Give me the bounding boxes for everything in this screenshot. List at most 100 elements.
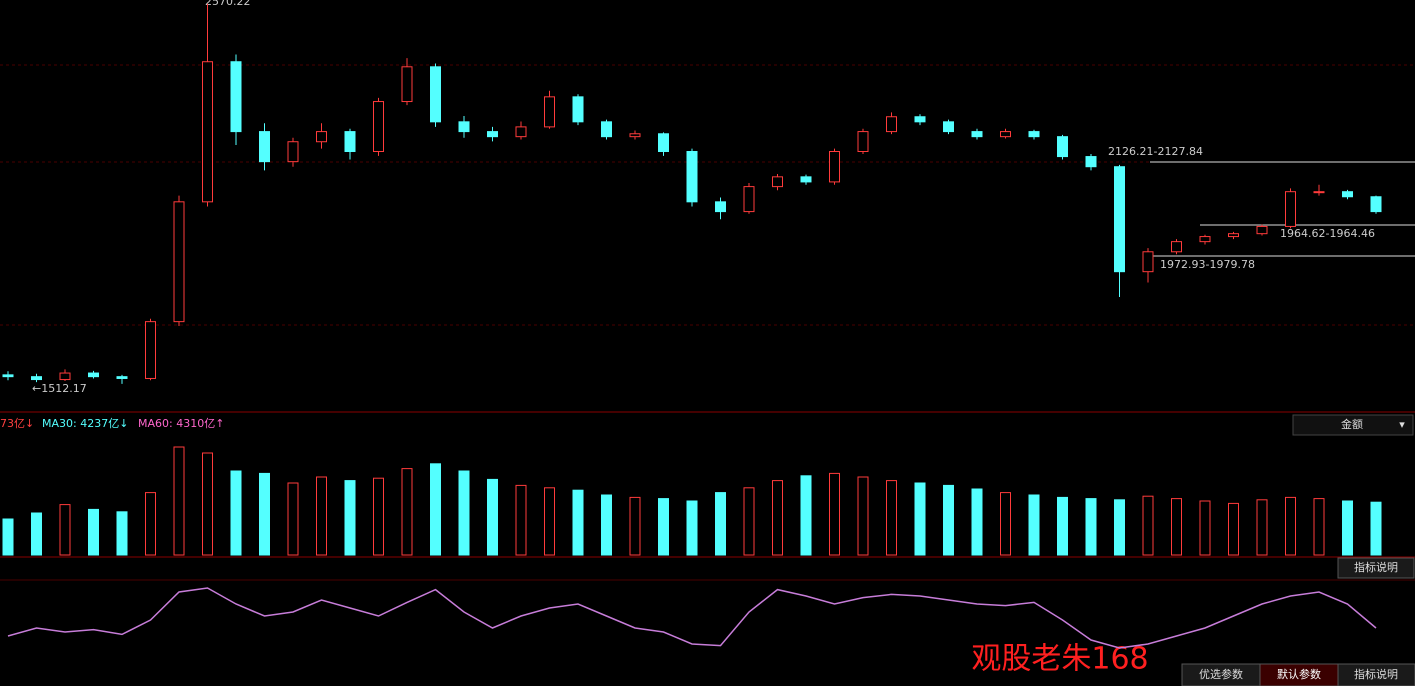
volume-bar <box>287 482 299 556</box>
candle-body <box>344 131 356 153</box>
candle-body <box>1142 251 1154 273</box>
volume-bar <box>1114 499 1125 556</box>
volume-bar <box>1000 492 1011 556</box>
volume-bar <box>629 496 641 556</box>
button-label[interactable]: 优选参数 <box>1199 667 1243 681</box>
candle-body <box>31 376 42 381</box>
candle-body <box>1313 191 1325 194</box>
candle-body <box>59 372 71 381</box>
candle-body <box>1028 131 1040 138</box>
volume-bar <box>1342 500 1353 556</box>
candle-body <box>1114 166 1125 273</box>
volume-header: MA30: 4237亿↓ <box>42 417 128 430</box>
volume-bar <box>1142 495 1154 556</box>
volume-bar <box>1085 498 1097 556</box>
volume-bar <box>31 512 42 556</box>
volume-bar <box>373 477 384 556</box>
candle-body <box>202 61 213 203</box>
candle-body <box>373 101 384 153</box>
button-label[interactable]: 指标说明 <box>1354 667 1398 681</box>
volume-bar <box>1370 501 1382 556</box>
selector-label[interactable]: 金额 <box>1341 417 1363 431</box>
volume-bar <box>1171 498 1182 556</box>
volume-bar <box>88 508 99 556</box>
candle-body <box>458 121 470 133</box>
volume-bar <box>515 484 527 556</box>
volume-bar <box>59 504 71 556</box>
volume-header: MA60: 4310亿↑ <box>138 417 224 430</box>
volume-bar <box>772 480 783 556</box>
volume-bar <box>943 484 954 556</box>
price-label: 1972.93-1979.78 <box>1160 258 1255 271</box>
candle-body <box>1199 236 1211 243</box>
volume-bar <box>658 498 669 556</box>
candle-body <box>544 96 555 128</box>
candle-body <box>1000 131 1011 138</box>
volume-bar <box>173 446 185 556</box>
candle-body <box>715 201 726 213</box>
candle-body <box>230 61 242 133</box>
candle-body <box>800 176 812 183</box>
volume-bar <box>1285 496 1296 556</box>
candle-body <box>886 116 897 133</box>
volume-bar <box>116 511 128 556</box>
volume-bar <box>316 476 327 556</box>
watermark: 观股老朱168 <box>971 642 1148 677</box>
volume-bar <box>145 492 156 556</box>
candle-body <box>145 321 156 379</box>
candle-body <box>601 121 612 138</box>
candle-body <box>829 151 840 183</box>
candle-body <box>658 133 669 153</box>
candle-body <box>1370 196 1382 213</box>
selector[interactable] <box>1292 414 1414 436</box>
volume-bar <box>1313 498 1325 556</box>
candle-body <box>772 176 783 188</box>
candle-body <box>1085 156 1097 168</box>
candle-body <box>914 116 926 123</box>
candle-body <box>1171 241 1182 253</box>
button-label[interactable]: 指标说明 <box>1354 560 1398 574</box>
volume-bar <box>886 480 897 556</box>
candle-body <box>686 151 698 203</box>
volume-bar <box>1057 496 1068 556</box>
volume-bar <box>1228 502 1239 556</box>
candle-body <box>743 186 755 213</box>
volume-bar <box>2 518 14 556</box>
volume-bar <box>259 472 270 556</box>
price-label: 2570.22 <box>205 0 251 8</box>
button[interactable] <box>1337 557 1415 579</box>
candle-body <box>515 126 527 138</box>
button[interactable] <box>1337 663 1415 686</box>
candle-body <box>1285 191 1296 227</box>
volume-header: 73亿↓ <box>0 417 34 430</box>
candle-body <box>1256 225 1268 235</box>
candle-body <box>401 66 413 103</box>
candle-body <box>971 131 983 138</box>
volume-bar <box>800 475 812 556</box>
volume-bar <box>487 478 498 556</box>
candle-body <box>943 121 954 133</box>
button-label[interactable]: 默认参数 <box>1277 667 1321 681</box>
volume-bar <box>857 476 869 556</box>
volume-bar <box>715 492 726 556</box>
volume-bar <box>914 482 926 556</box>
candle-body <box>487 131 498 138</box>
volume-bar <box>458 470 470 556</box>
volume-bar <box>572 489 584 556</box>
volume-bar <box>971 488 983 556</box>
candle-body <box>572 96 584 123</box>
volume-bar <box>544 487 555 556</box>
indicator-line <box>7 587 1377 649</box>
volume-bar <box>430 463 441 556</box>
candle-body <box>629 133 641 138</box>
volume-bar <box>743 487 755 556</box>
candle-body <box>430 66 441 123</box>
volume-bar <box>829 472 840 556</box>
candle-body <box>1228 233 1239 238</box>
candle-body <box>173 201 185 323</box>
price-label: 1964.62-1964.46 <box>1280 227 1375 240</box>
candle-body <box>88 372 99 378</box>
candle-body <box>259 131 270 163</box>
price-label: 2126.21-2127.84 <box>1108 145 1203 158</box>
